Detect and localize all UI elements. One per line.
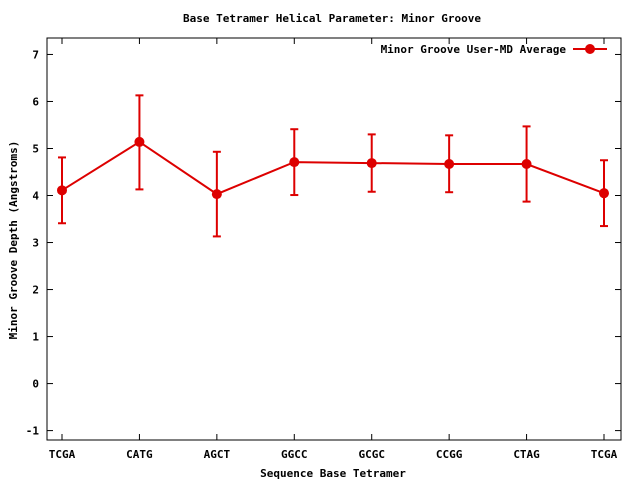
x-axis: TCGA CATG AGCT GGCC GCGC CCGG CTAG TCGA bbox=[49, 38, 618, 461]
plot-area bbox=[57, 94, 609, 238]
x-tick-label: CATG bbox=[126, 448, 153, 461]
x-tick-label: AGCT bbox=[204, 448, 231, 461]
data-point bbox=[211, 189, 222, 200]
y-tick-label: 7 bbox=[32, 48, 39, 61]
y-tick-label: 3 bbox=[32, 237, 39, 250]
x-tick-label: TCGA bbox=[49, 448, 76, 461]
x-tick-label: CTAG bbox=[513, 448, 540, 461]
y-tick-label: -1 bbox=[26, 425, 40, 438]
y-tick-label: 6 bbox=[32, 95, 39, 108]
data-point bbox=[57, 185, 67, 196]
x-tick-label: GGCC bbox=[281, 448, 308, 461]
x-tick-label: TCGA bbox=[591, 448, 618, 461]
chart-title: Base Tetramer Helical Parameter: Minor G… bbox=[183, 12, 481, 25]
x-tick-label: CCGG bbox=[436, 448, 463, 461]
y-tick-label: 4 bbox=[32, 190, 39, 203]
data-point bbox=[366, 158, 377, 169]
data-point bbox=[289, 157, 300, 168]
y-tick-label: 1 bbox=[32, 331, 39, 344]
legend-marker bbox=[585, 44, 595, 54]
data-point bbox=[134, 136, 145, 147]
legend: Minor Groove User-MD Average bbox=[381, 43, 607, 56]
data-point bbox=[599, 188, 609, 199]
y-tick-label: 5 bbox=[32, 142, 39, 155]
y-tick-label: 2 bbox=[32, 284, 39, 297]
data-point bbox=[444, 159, 455, 170]
y-tick-label: 0 bbox=[32, 378, 39, 391]
y-axis: -1 0 1 2 3 4 5 6 7 bbox=[26, 48, 621, 438]
y-axis-label: Minor Groove Depth (Angstroms) bbox=[7, 141, 20, 340]
series-line bbox=[61, 140, 605, 196]
x-axis-label: Sequence Base Tetramer bbox=[260, 467, 406, 480]
legend-label: Minor Groove User-MD Average bbox=[381, 43, 567, 56]
plot-frame bbox=[46, 37, 622, 441]
x-tick-label: GCGC bbox=[358, 448, 385, 461]
data-point bbox=[521, 159, 532, 170]
